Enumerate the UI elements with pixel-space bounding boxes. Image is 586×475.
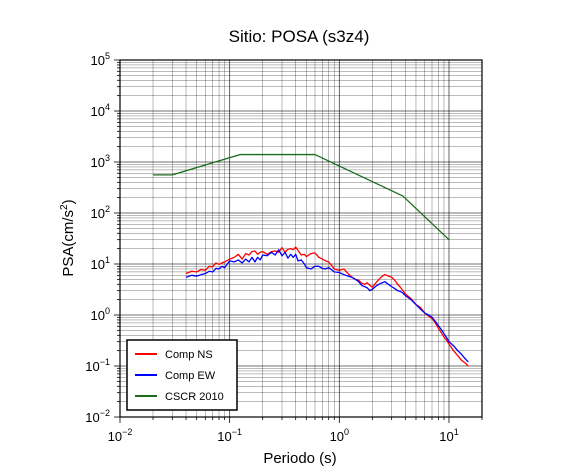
y-axis-label-sup: 2 bbox=[59, 204, 70, 210]
legend: Comp NS Comp EW CSCR 2010 bbox=[126, 339, 238, 411]
plot-frame bbox=[119, 59, 483, 418]
y-tick-label-base: 10 bbox=[91, 104, 105, 119]
x-tick-label: 100 bbox=[330, 427, 349, 444]
x-tick-label-exp: −2 bbox=[122, 427, 132, 437]
x-tick-labels: 10−2 10−1 100 101 bbox=[108, 427, 459, 444]
y-axis-label-end: ) bbox=[60, 199, 77, 204]
y-tick-label-base: 10 bbox=[91, 308, 105, 323]
x-tick-label-base: 10 bbox=[330, 429, 344, 444]
y-tick-label-exp: 3 bbox=[105, 153, 110, 163]
x-tick-label-base: 10 bbox=[439, 429, 453, 444]
grid bbox=[119, 59, 483, 418]
x-tick-label: 10−2 bbox=[108, 427, 133, 444]
x-tick-label: 101 bbox=[439, 427, 458, 444]
x-tick-label: 10−1 bbox=[217, 427, 242, 444]
y-tick-label: 104 bbox=[91, 102, 110, 119]
y-tick-label: 10−2 bbox=[85, 408, 110, 425]
y-tick-label: 102 bbox=[91, 204, 110, 221]
series-line-2 bbox=[185, 249, 469, 363]
x-tick-label-exp: −1 bbox=[232, 427, 242, 437]
y-tick-label-exp: 2 bbox=[105, 204, 110, 214]
y-tick-label-base: 10 bbox=[91, 53, 105, 68]
x-tick-label-exp: 0 bbox=[344, 427, 349, 437]
x-tick-label-exp: 1 bbox=[454, 427, 459, 437]
y-tick-label-exp: −1 bbox=[100, 357, 110, 367]
x-tick-label-base: 10 bbox=[217, 429, 231, 444]
y-tick-label-base: 10 bbox=[91, 257, 105, 272]
y-axis-label-base: PSA(cm/s bbox=[60, 210, 77, 277]
x-axis-label: Periodo (s) bbox=[263, 450, 336, 467]
y-tick-label-base: 10 bbox=[85, 359, 99, 374]
y-tick-label: 103 bbox=[91, 153, 110, 170]
y-tick-label-exp: 5 bbox=[105, 51, 110, 61]
ticks bbox=[114, 59, 483, 423]
chart-title: Sitio: POSA (s3z4) bbox=[229, 27, 370, 46]
legend-label: Comp EW bbox=[165, 370, 216, 382]
y-tick-label: 100 bbox=[91, 306, 110, 323]
y-axis-label: PSA(cm/s2) bbox=[59, 199, 77, 276]
series-line-3 bbox=[153, 153, 450, 241]
legend-label: Comp NS bbox=[165, 349, 213, 361]
y-tick-label-base: 10 bbox=[91, 206, 105, 221]
y-tick-label-exp: 4 bbox=[105, 102, 110, 112]
y-tick-label-base: 10 bbox=[91, 155, 105, 170]
y-tick-label-exp: 1 bbox=[105, 255, 110, 265]
x-tick-label-base: 10 bbox=[108, 429, 122, 444]
y-tick-label: 105 bbox=[91, 51, 110, 68]
series-layer bbox=[153, 153, 469, 367]
y-tick-label-exp: 0 bbox=[105, 306, 110, 316]
y-tick-label-exp: −2 bbox=[100, 408, 110, 418]
y-tick-label: 10−1 bbox=[85, 357, 110, 374]
y-tick-label-base: 10 bbox=[85, 410, 99, 425]
legend-label: CSCR 2010 bbox=[165, 391, 224, 403]
y-tick-label: 101 bbox=[91, 255, 110, 272]
